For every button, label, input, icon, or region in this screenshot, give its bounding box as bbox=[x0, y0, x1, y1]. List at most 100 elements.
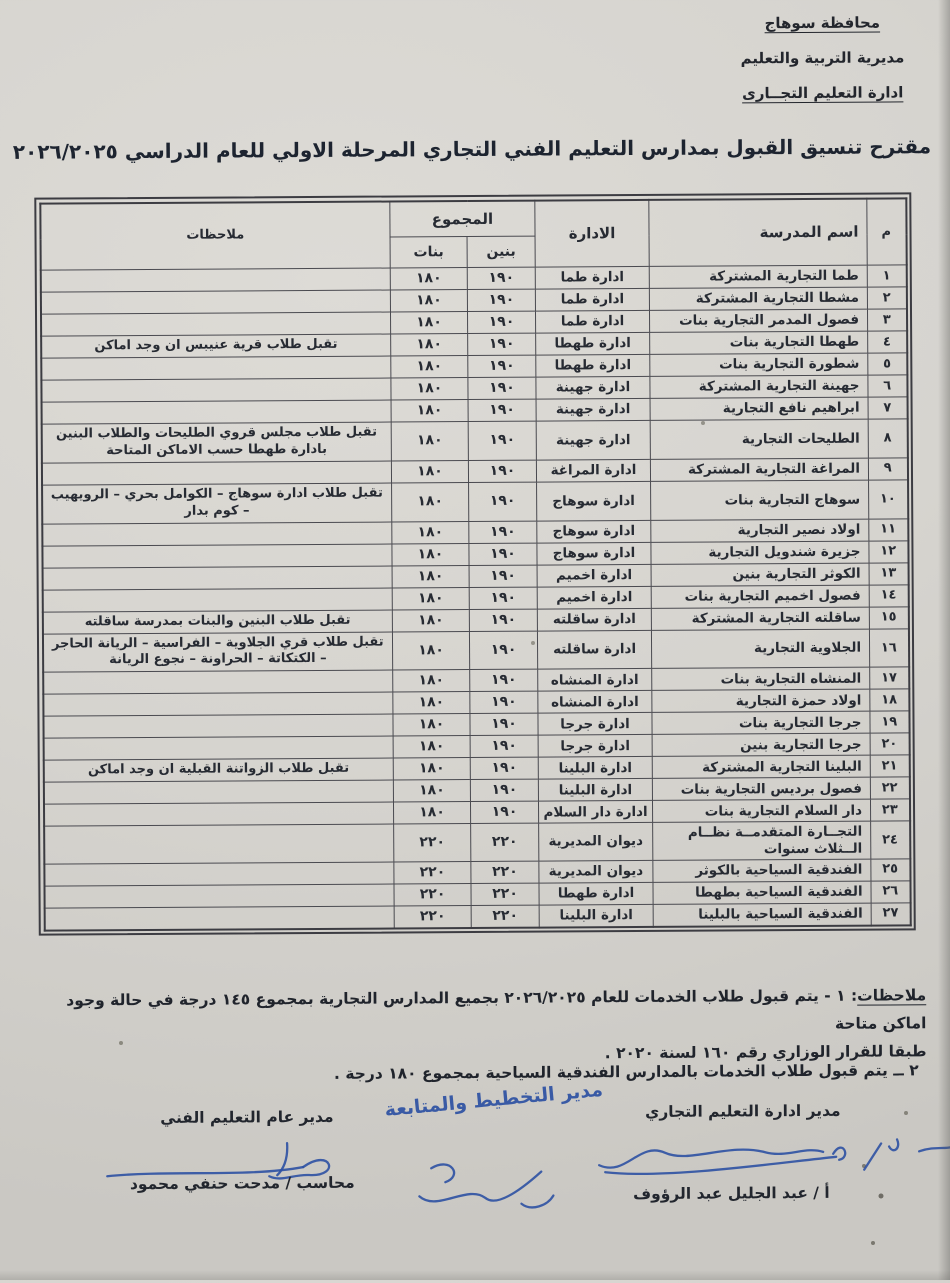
boys-score-cell: ١٩٠ bbox=[470, 757, 539, 780]
row-number-cell: ١٠ bbox=[868, 479, 908, 519]
admin-cell: ادارة البلينا bbox=[538, 778, 653, 802]
col-total-header: المجموع bbox=[389, 200, 536, 238]
girls-score-cell: ١٨٠ bbox=[390, 377, 469, 401]
notes-cell bbox=[42, 714, 394, 739]
school-name-cell: فصول اخميم التجارية بنات bbox=[651, 584, 870, 608]
admin-cell: ادارة المراغة bbox=[536, 459, 651, 482]
page-title: مقترح تنسيق القبول بمدارس التعليم الفني … bbox=[12, 134, 932, 164]
school-name-cell: ساقلته التجارية المشتركة bbox=[651, 606, 870, 630]
boys-score-cell: ١٩٠ bbox=[468, 481, 537, 522]
notes-cell bbox=[40, 268, 391, 293]
boys-score-cell: ١٩٠ bbox=[469, 691, 538, 714]
table-header-row-1: م اسم المدرسة الادارة المجموع ملاحظات bbox=[39, 197, 907, 271]
boys-score-cell: ٢٢٠ bbox=[470, 860, 539, 884]
col-notes-header: ملاحظات bbox=[39, 201, 391, 271]
boys-score-cell: ١٩٠ bbox=[469, 608, 538, 632]
boys-score-cell: ١٩٠ bbox=[467, 333, 536, 356]
row-number-cell: ١٥ bbox=[869, 606, 909, 629]
boys-score-cell: ١٩٠ bbox=[467, 355, 536, 378]
notes-cell bbox=[40, 312, 391, 337]
boys-score-cell: ١٩٠ bbox=[469, 586, 538, 610]
footnote-1: ملاحظات: ١ - يتم قبول طلاب الخدمات للعام… bbox=[26, 982, 926, 1071]
table-body: ١ طما التجارية المشتركة ادارة طما ١٩٠ ١٨… bbox=[40, 264, 911, 931]
admin-cell: ادارة جهينة bbox=[536, 398, 651, 422]
boys-score-cell: ١٩٠ bbox=[469, 713, 539, 736]
school-name-cell: دار السلام التجارية بنات bbox=[652, 799, 871, 823]
row-number-cell: ٢١ bbox=[870, 755, 910, 778]
school-name-cell: المراغة التجارية المشتركة bbox=[650, 457, 869, 482]
girls-score-cell: ١٨٠ bbox=[391, 460, 469, 483]
notes-cell: تقبل طلاب ادارة سوهاج – الكوامل بحري – ا… bbox=[41, 482, 392, 524]
col-school-header: اسم المدرسة bbox=[648, 198, 868, 267]
row-number-cell: ١١ bbox=[868, 518, 908, 541]
table-row: ١٠ سوهاج التجارية بنات ادارة سوهاج ١٩٠ ١… bbox=[41, 479, 908, 524]
table-row: ٨ الطليحات التجارية ادارة جهينة ١٩٠ ١٨٠ … bbox=[41, 418, 908, 463]
notes-cell bbox=[41, 521, 392, 546]
school-name-cell: جرجا التجارية بنين bbox=[652, 733, 871, 757]
school-name-cell: ابراهيم نافع التجارية bbox=[650, 397, 869, 421]
boys-score-cell: ١٩٠ bbox=[470, 735, 539, 758]
admin-cell: ادارة سوهاج bbox=[536, 481, 651, 521]
footnote-2-text: ٢ ــ يتم قبول طلاب الخدمات بالمدارس الفن… bbox=[416, 1061, 919, 1083]
school-name-cell: التجــارة المتقدمــة نظــام الــثلاث سنو… bbox=[652, 821, 871, 861]
admission-table: م اسم المدرسة الادارة المجموع ملاحظات بن… bbox=[38, 196, 912, 932]
admin-cell: ادارة اخميم bbox=[537, 563, 652, 587]
girls-score-cell: ١٨٠ bbox=[393, 757, 471, 781]
row-number-cell: ٢٦ bbox=[870, 880, 911, 903]
girls-score-cell: ١٨٠ bbox=[391, 482, 469, 522]
footnote-1-bold: ١٤٥ درجة bbox=[178, 990, 251, 1009]
boys-score-cell: ١٩٠ bbox=[469, 564, 538, 588]
school-name-cell: جرجا التجارية بنات bbox=[651, 711, 871, 735]
school-name-cell: سوهاج التجارية بنات bbox=[650, 479, 869, 520]
table-header: م اسم المدرسة الادارة المجموع ملاحظات بن… bbox=[39, 197, 907, 271]
girls-score-cell: ١٨٠ bbox=[391, 421, 469, 461]
admin-cell: ادارة ساقلته bbox=[537, 607, 652, 631]
notes-cell bbox=[42, 587, 393, 612]
boys-score-cell: ١٩٠ bbox=[467, 377, 537, 400]
boys-score-cell: ١٩٠ bbox=[470, 801, 539, 824]
row-number-cell: ١٢ bbox=[868, 540, 909, 563]
girls-score-cell: ١٨٠ bbox=[392, 609, 470, 632]
col-admin-header: الادارة bbox=[534, 199, 650, 268]
girls-score-cell: ٢٢٠ bbox=[393, 861, 471, 884]
signature-left-scribble bbox=[106, 1142, 331, 1180]
notes-cell bbox=[43, 824, 394, 864]
signature-right-name: أ / عبد الجليل عبد الرؤوف bbox=[633, 1183, 830, 1204]
notes-cell bbox=[43, 861, 394, 886]
footnotes-label: ملاحظات bbox=[857, 986, 927, 1005]
girls-score-cell: ١٨٠ bbox=[392, 669, 470, 693]
school-name-cell: الفندقية السياحية بطهطا bbox=[652, 880, 872, 905]
admin-cell: ادارة طما bbox=[535, 288, 650, 312]
notes-cell bbox=[42, 565, 393, 590]
admin-cell: ادارة جهينة bbox=[536, 420, 651, 460]
footnote-1-text: : ١ - يتم قبول طلاب الخدمات للعام ٢٠٢٦/٢… bbox=[250, 986, 858, 1009]
boys-score-cell: ١٩٠ bbox=[468, 459, 537, 483]
notes-cell bbox=[41, 460, 392, 485]
admission-table-frame: م اسم المدرسة الادارة المجموع ملاحظات بن… bbox=[34, 192, 916, 936]
girls-score-cell: ١٨٠ bbox=[390, 311, 468, 335]
notes-cell bbox=[43, 736, 394, 761]
notes-cell bbox=[41, 543, 393, 568]
boys-score-cell: ١٩٠ bbox=[467, 311, 536, 334]
school-name-cell: الطليحات التجارية bbox=[650, 419, 869, 460]
girls-score-cell: ١٨٠ bbox=[391, 399, 469, 423]
footnote-2-suffix: . bbox=[333, 1064, 346, 1083]
girls-score-cell: ١٨٠ bbox=[393, 735, 471, 759]
admin-cell: ادارة طما bbox=[535, 310, 650, 334]
notes-cell: تقبل طلاب الزواتنة القبلية ان وجد اماكن bbox=[43, 758, 394, 783]
boys-score-cell: ١٩٠ bbox=[469, 630, 538, 670]
handwritten-note: مدير التخطيط والمتابعة bbox=[383, 1078, 604, 1122]
notes-cell bbox=[43, 780, 394, 805]
boys-score-cell: ٢٢٠ bbox=[470, 882, 540, 906]
admin-cell: ادارة طهطا bbox=[535, 332, 650, 356]
signature-right-scribble bbox=[598, 1138, 950, 1176]
admin-cell: ادارة البلينا bbox=[538, 756, 653, 780]
notes-cell bbox=[42, 670, 393, 695]
table-row: ٢٤ التجــارة المتقدمــة نظــام الــثلاث … bbox=[43, 821, 910, 864]
admin-cell: ادارة المنشاه bbox=[537, 690, 652, 714]
signature-middle-scribble bbox=[418, 1163, 555, 1209]
admin-cell: ادارة طما bbox=[535, 266, 650, 290]
admin-cell: ادارة دار السلام bbox=[538, 800, 653, 824]
notes-cell bbox=[43, 802, 394, 827]
